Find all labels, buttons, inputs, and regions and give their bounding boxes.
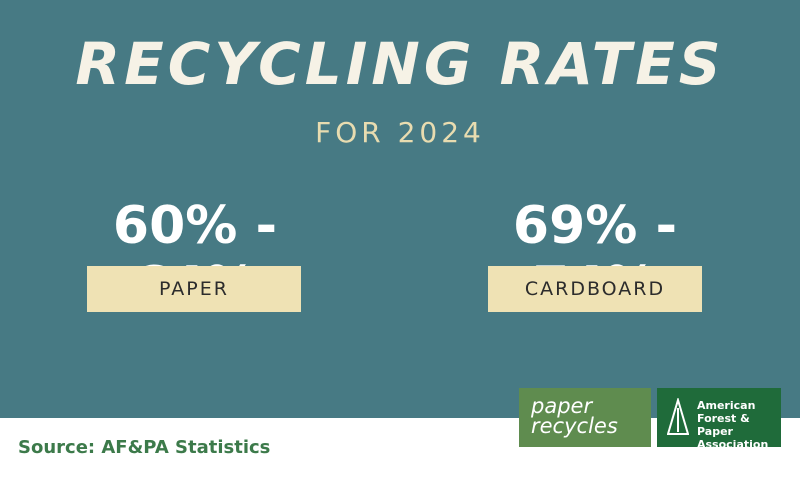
logo-icon	[667, 398, 689, 435]
logo-text: American	[697, 399, 756, 412]
title: RECYCLING RATES	[75, 30, 725, 98]
label-box: PAPER	[87, 266, 301, 312]
subtitle: FOR 2024	[315, 116, 485, 149]
panel	[0, 0, 800, 418]
logo-text: Association	[697, 438, 769, 451]
label-box: CARDBOARD	[488, 266, 702, 312]
logo-text: recycles	[531, 414, 618, 438]
logo-text: paper	[531, 394, 593, 418]
logo: paper recycles	[519, 388, 651, 447]
logo-text: Forest & Paper	[697, 412, 750, 438]
source: Source: AF&PA Statistics	[18, 437, 271, 458]
logo: American Forest & Paper Association	[657, 388, 781, 451]
